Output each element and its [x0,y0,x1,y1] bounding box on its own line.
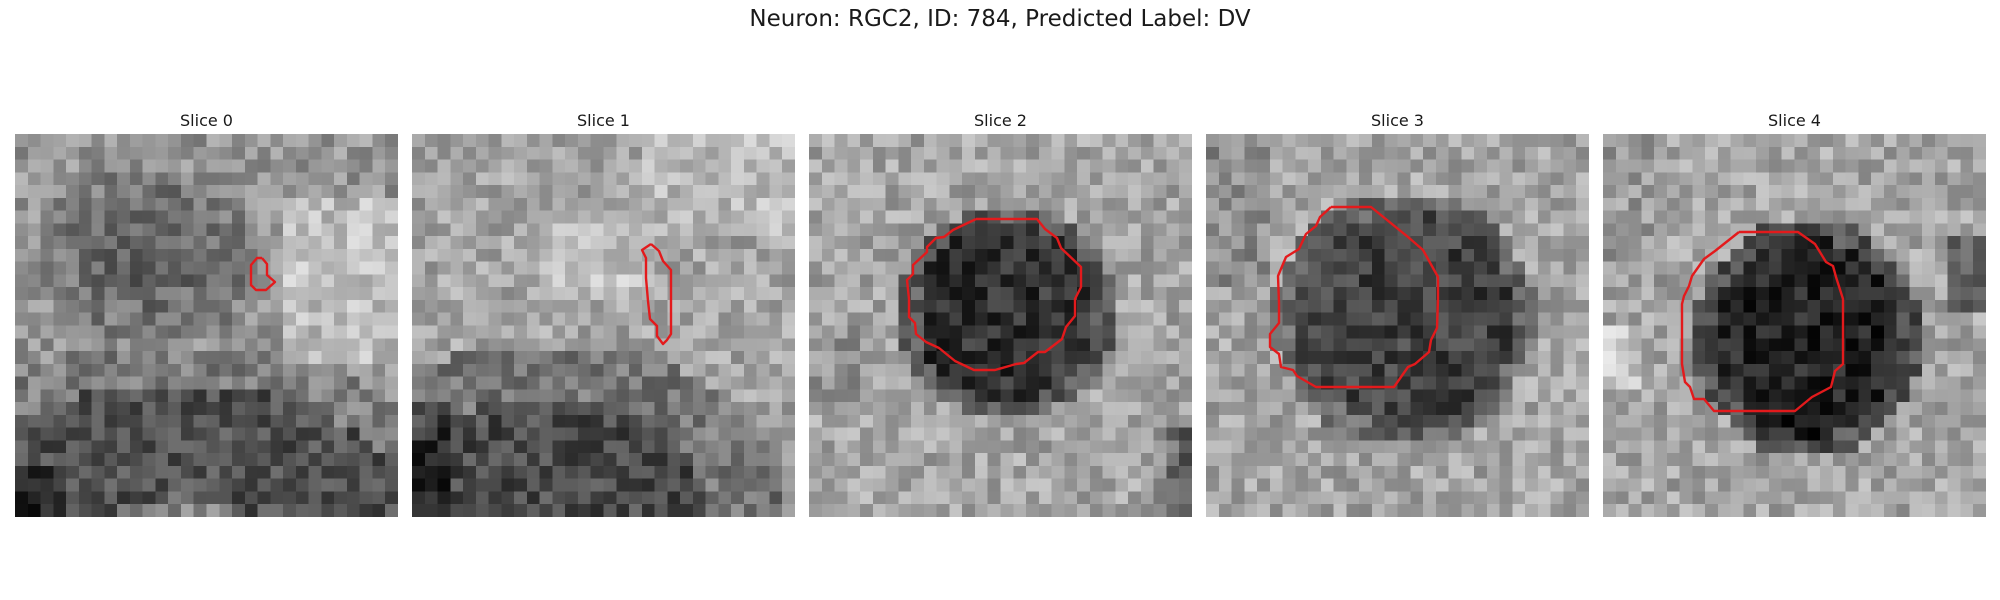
segmentation-contour-4 [1680,230,1845,413]
slice-title-1: Slice 1 [577,111,630,130]
slice-title-4: Slice 4 [1768,111,1821,130]
slice-image-4 [1603,134,1986,517]
slice-image-0 [15,134,398,517]
slice-image-3 [1206,134,1589,517]
slice-panel-1: Slice 1 [412,108,795,517]
slice-panel-0: Slice 0 [15,108,398,517]
slice-panel-3: Slice 3 [1206,108,1589,517]
slice-contour-0 [249,256,277,292]
slice-contour-4 [1680,230,1845,413]
segmentation-contour-3 [1268,205,1440,389]
slice-image-2 [809,134,1192,517]
segmentation-contour-1 [640,243,673,346]
slice-contour-3 [1268,205,1440,389]
slice-panel-4: Slice 4 [1603,108,1986,517]
slice-contour-2 [905,217,1083,372]
slice-image-1 [412,134,795,517]
segmentation-contour-0 [249,256,277,292]
slice-panel-2: Slice 2 [809,108,1192,517]
slice-contour-1 [640,243,673,346]
slice-title-3: Slice 3 [1371,111,1424,130]
slice-title-0: Slice 0 [180,111,233,130]
segmentation-contour-2 [905,217,1083,372]
figure-title: Neuron: RGC2, ID: 784, Predicted Label: … [749,6,1251,32]
slice-title-2: Slice 2 [974,111,1027,130]
